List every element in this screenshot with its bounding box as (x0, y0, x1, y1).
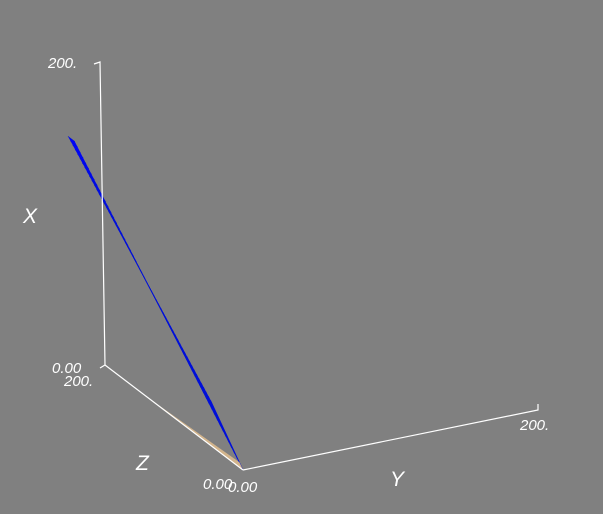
mesh-line (79, 158, 90, 170)
surfaces-layer (67, 136, 244, 471)
mesh-line (67, 136, 76, 142)
surface-1-mesh (67, 136, 244, 471)
mesh-line (72, 144, 81, 153)
y-tick-min: 0.00 (228, 479, 258, 496)
y-axis-title: Y (390, 468, 406, 491)
mesh-line (98, 193, 112, 213)
mesh-line (100, 197, 115, 219)
mesh-line (86, 171, 98, 186)
surface-1 (68, 136, 243, 470)
labels-layer: 0.00 200. X 200. 0.00 Z 0.00 200. Y (22, 55, 549, 496)
z-axis-title: Z (135, 452, 150, 475)
mesh-line (93, 184, 106, 202)
axes-layer (93, 61, 539, 471)
x-tick-max: 200. (47, 55, 77, 72)
mesh-line (70, 140, 78, 148)
mesh-line (84, 166, 95, 181)
y-tick-max: 200. (519, 417, 549, 434)
z-tick-max: 200. (63, 373, 93, 390)
x-tick-min: 0.00 (52, 360, 82, 377)
x-axis-title: X (22, 205, 38, 228)
z-tick-min: 0.00 (203, 476, 233, 493)
mesh-line (74, 149, 84, 159)
mesh-line (89, 175, 101, 192)
z-axis-line (99, 364, 244, 471)
mesh-line (81, 162, 92, 175)
mesh-line (91, 180, 104, 197)
y-axis-line (242, 404, 539, 471)
mesh-line (105, 206, 120, 230)
mesh-line (103, 202, 118, 224)
x-axis-line (93, 61, 106, 366)
mesh-line (77, 153, 87, 164)
